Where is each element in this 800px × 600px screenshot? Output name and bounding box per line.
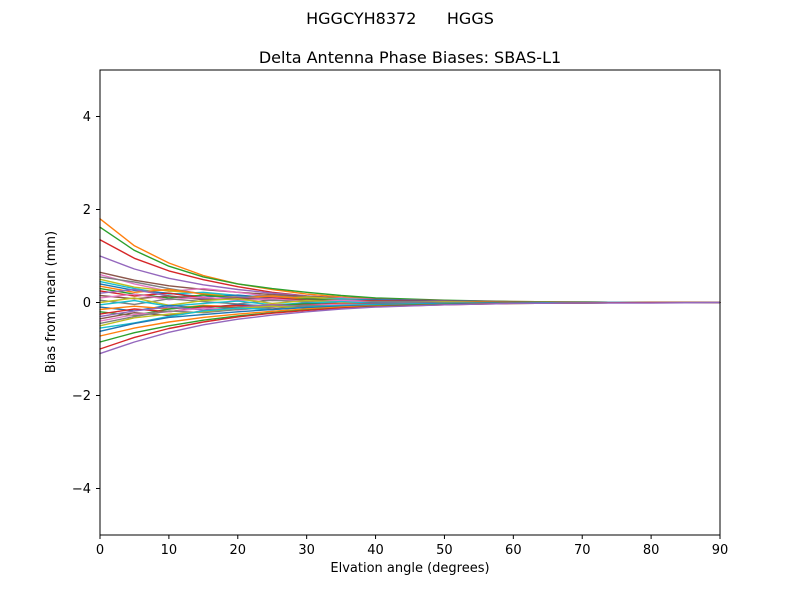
x-tick-label: 20 bbox=[230, 543, 247, 558]
figure-suptitle: HGGCYH8372 HGGS bbox=[306, 9, 494, 28]
y-tick-label: 2 bbox=[83, 203, 91, 218]
y-tick-label: 4 bbox=[83, 110, 91, 125]
x-tick-label: 70 bbox=[574, 543, 591, 558]
x-tick-label: 50 bbox=[436, 543, 453, 558]
y-tick-label: −2 bbox=[72, 389, 91, 404]
x-tick-label: 40 bbox=[367, 543, 384, 558]
x-axis-label: Elvation angle (degrees) bbox=[330, 561, 489, 576]
chart-title: Delta Antenna Phase Biases: SBAS-L1 bbox=[259, 48, 561, 67]
y-tick-label: 0 bbox=[83, 296, 91, 311]
y-axis-label: Bias from mean (mm) bbox=[44, 231, 59, 373]
x-tick-label: 60 bbox=[505, 543, 522, 558]
x-tick-label: 80 bbox=[643, 543, 660, 558]
x-tick-label: 90 bbox=[712, 543, 729, 558]
y-tick-label: −4 bbox=[72, 482, 91, 497]
plot-area: 0 10 20 30 40 50 60 70 80 90 −4 −2 0 2 4 bbox=[72, 69, 729, 558]
x-tick-label: 10 bbox=[161, 543, 178, 558]
series-line bbox=[99, 301, 721, 355]
x-tick-label: 0 bbox=[96, 543, 104, 558]
x-tick-label: 30 bbox=[298, 543, 315, 558]
series-line bbox=[99, 226, 721, 304]
